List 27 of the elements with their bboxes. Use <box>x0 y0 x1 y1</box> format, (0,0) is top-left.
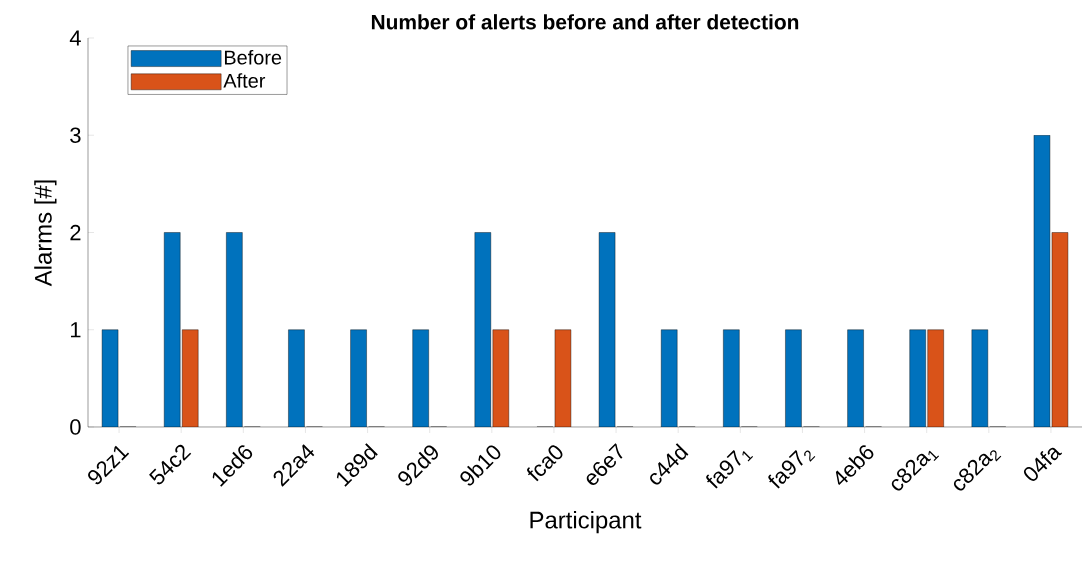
legend-label: After <box>223 73 266 88</box>
x-tick-label: 04fa <box>1023 447 1063 481</box>
legend-label: Before <box>224 49 282 65</box>
y-tick-label: 0 <box>70 419 81 435</box>
bar <box>164 232 181 427</box>
x-axis-title: Participant <box>530 510 642 534</box>
bar <box>350 329 367 427</box>
y-tick-label: 4 <box>69 30 81 46</box>
y-axis-title: Alarms [#] <box>34 180 57 287</box>
bar <box>971 329 988 427</box>
bar <box>492 329 509 427</box>
bar <box>412 329 429 427</box>
bar <box>182 329 199 427</box>
bar <box>661 329 678 427</box>
bar <box>226 232 243 427</box>
bar <box>474 232 491 427</box>
x-tick-label: fca0 <box>527 445 563 482</box>
chart-title: Number of alerts before and after detection <box>371 14 799 30</box>
bar <box>909 329 926 427</box>
y-tick-label: 3 <box>70 127 81 143</box>
y-tick-label: 2 <box>70 224 81 241</box>
bar <box>847 329 864 427</box>
y-tick-label: 1 <box>70 322 81 338</box>
bar <box>723 329 740 427</box>
bar <box>927 329 944 427</box>
bar <box>785 329 802 427</box>
bar <box>288 329 305 427</box>
